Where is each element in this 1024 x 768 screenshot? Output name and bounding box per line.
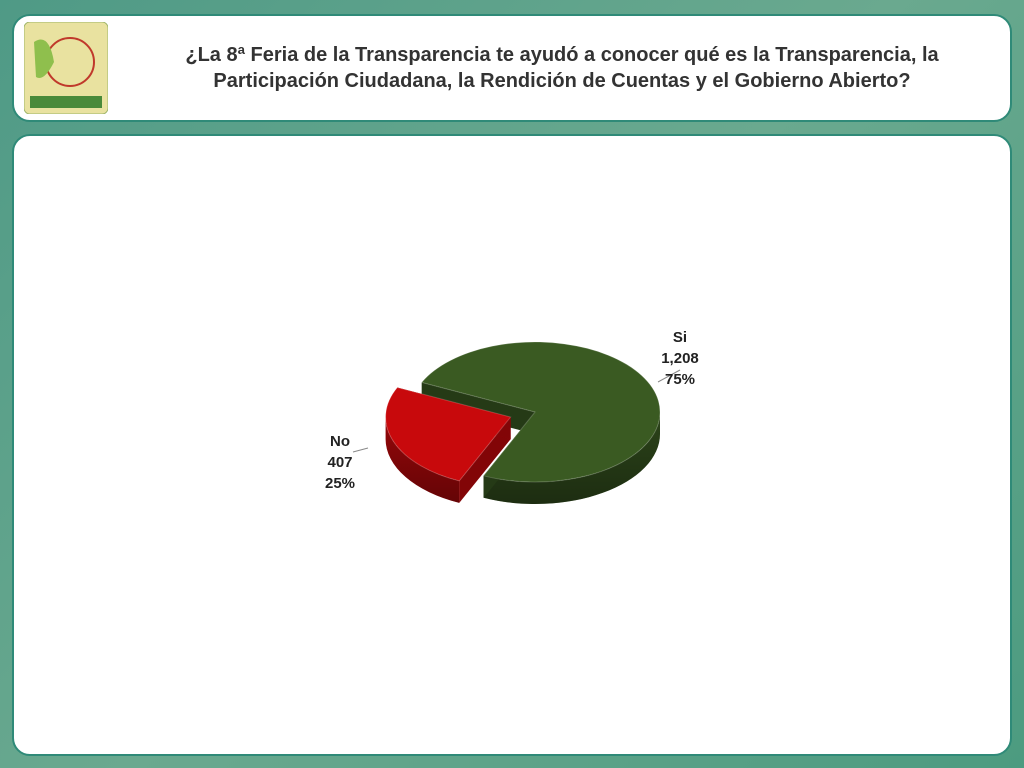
- data-label: 1,208: [661, 350, 699, 367]
- pie-cut-face: [459, 417, 511, 503]
- logo-figure: [34, 39, 54, 78]
- chart-title: ¿La 8ª Feria de la Transparencia te ayud…: [185, 44, 939, 92]
- pie-cut-shade: [459, 417, 511, 503]
- data-label: 25%: [325, 475, 355, 492]
- pie-side-shade: [483, 412, 660, 504]
- logo: [24, 22, 108, 114]
- pie-slice: [420, 341, 661, 483]
- data-label: 407: [327, 454, 352, 471]
- logo-band: [30, 96, 102, 108]
- data-label: 75%: [665, 371, 695, 388]
- pie-side-shade: [385, 417, 460, 503]
- header-panel: ¿La 8ª Feria de la Transparencia te ayud…: [12, 14, 1012, 122]
- pie-slice: [385, 386, 512, 482]
- leader-line: [657, 369, 681, 383]
- data-label: Si: [673, 329, 687, 346]
- leader-line: [352, 447, 369, 453]
- data-label: No: [330, 433, 350, 450]
